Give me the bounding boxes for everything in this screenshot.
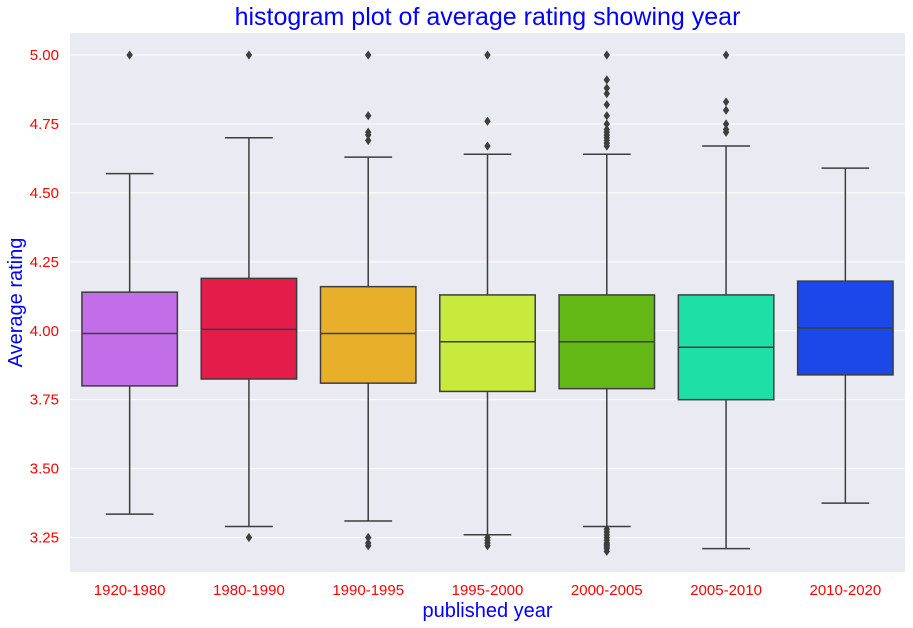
outlier-point xyxy=(365,111,372,121)
outlier-point xyxy=(603,100,610,110)
outlier-point xyxy=(603,75,610,85)
y-tick-label: 3.25 xyxy=(30,530,59,547)
box-2010-2020 xyxy=(796,167,894,504)
outlier-point xyxy=(245,532,253,543)
outlier-point xyxy=(484,532,491,543)
y-tick-label: 3.50 xyxy=(30,461,59,478)
y-axis-ticks: 3.25 3.50 3.75 4.00 4.25 4.50 4.75 5.00 xyxy=(30,47,59,546)
outlier-point xyxy=(722,97,730,107)
y-tick-label: 4.50 xyxy=(30,185,59,202)
x-tick-label: 2010-2020 xyxy=(809,582,881,599)
outlier-point xyxy=(484,141,491,151)
x-tick-label: 1920-1980 xyxy=(94,582,166,599)
y-tick-label: 4.00 xyxy=(30,323,59,340)
iqr-box xyxy=(319,285,417,384)
outlier-point xyxy=(245,50,253,60)
outlier-point xyxy=(484,116,491,126)
y-axis-label: Average rating xyxy=(5,238,27,368)
outlier-point xyxy=(722,124,730,135)
iqr-box xyxy=(81,291,179,387)
outlier-point xyxy=(365,127,372,137)
outlier-point xyxy=(365,532,372,543)
outlier-point xyxy=(365,538,372,548)
outlier-point xyxy=(722,119,730,129)
y-tick-label: 5.00 xyxy=(30,47,59,64)
box-1995-2000 xyxy=(439,50,536,551)
y-tick-label: 4.25 xyxy=(30,254,59,271)
outlier-point xyxy=(603,111,610,121)
chart-title: histogram plot of average rating showing… xyxy=(235,3,741,31)
box-1980-1990 xyxy=(200,50,298,543)
outlier-point xyxy=(603,50,610,60)
boxes xyxy=(81,50,894,556)
outlier-point xyxy=(365,50,372,60)
x-tick-label: 1990-1995 xyxy=(332,582,404,599)
x-tick-label: 1980-1990 xyxy=(213,582,285,599)
outlier-point xyxy=(722,50,730,60)
x-tick-label: 2005-2010 xyxy=(690,582,762,599)
outlier-point xyxy=(603,524,610,534)
outlier-point xyxy=(365,135,372,146)
outlier-point xyxy=(603,119,610,129)
box-1990-1995 xyxy=(319,50,417,551)
iqr-box xyxy=(439,294,536,393)
outlier-point xyxy=(603,89,610,99)
y-tick-label: 4.75 xyxy=(30,116,59,133)
x-tick-label: 1995-2000 xyxy=(452,582,524,599)
x-axis-ticks: 1920-1980 1980-1990 1990-1995 1995-2000 2000… xyxy=(94,582,881,599)
box-2000-2005 xyxy=(558,50,656,556)
y-tick-label: 3.75 xyxy=(30,392,59,409)
box-1920-1980 xyxy=(81,50,179,515)
box-2005-2010 xyxy=(677,50,775,550)
outlier-point xyxy=(603,124,610,135)
outlier-point xyxy=(484,50,491,60)
x-tick-label: 2000-2005 xyxy=(571,582,643,599)
outlier-point xyxy=(722,105,730,115)
x-axis-label: published year xyxy=(422,600,552,622)
outlier-point xyxy=(603,83,610,93)
outlier-point xyxy=(126,50,133,60)
